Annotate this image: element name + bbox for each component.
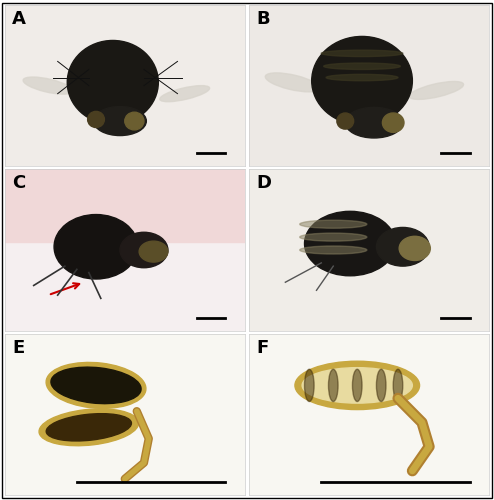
- Ellipse shape: [304, 370, 314, 402]
- Line: 2 pts: 2 pts: [144, 62, 177, 86]
- Ellipse shape: [87, 112, 104, 128]
- Point: [86, 82, 92, 88]
- Ellipse shape: [39, 409, 139, 446]
- Text: B: B: [256, 10, 270, 28]
- Ellipse shape: [300, 220, 367, 228]
- Ellipse shape: [409, 82, 463, 100]
- Ellipse shape: [46, 414, 131, 441]
- Point: [174, 58, 180, 64]
- Ellipse shape: [120, 232, 168, 268]
- Point: [55, 90, 61, 96]
- Bar: [5, 170, 245, 242]
- Point: [55, 58, 61, 64]
- Ellipse shape: [300, 233, 367, 241]
- Point: [141, 66, 147, 72]
- Ellipse shape: [265, 73, 320, 92]
- Point: [141, 74, 147, 80]
- Point: [50, 74, 56, 80]
- Text: A: A: [12, 10, 26, 28]
- Point: [86, 74, 92, 80]
- Point: [86, 66, 92, 72]
- Ellipse shape: [329, 370, 338, 402]
- Line: 2 pts: 2 pts: [58, 62, 89, 86]
- Ellipse shape: [376, 370, 386, 402]
- Ellipse shape: [94, 106, 146, 136]
- Point: [141, 82, 147, 88]
- Text: D: D: [256, 174, 272, 192]
- Ellipse shape: [23, 77, 73, 94]
- Ellipse shape: [345, 108, 403, 138]
- Ellipse shape: [51, 367, 141, 404]
- Ellipse shape: [393, 370, 403, 402]
- Ellipse shape: [54, 214, 138, 279]
- Ellipse shape: [321, 50, 403, 56]
- Line: 2 pts: 2 pts: [144, 70, 177, 94]
- Ellipse shape: [376, 228, 429, 266]
- Text: C: C: [12, 174, 25, 192]
- Ellipse shape: [382, 113, 404, 132]
- Ellipse shape: [300, 246, 367, 254]
- Ellipse shape: [352, 370, 362, 402]
- Ellipse shape: [67, 40, 158, 124]
- Ellipse shape: [337, 113, 354, 129]
- Ellipse shape: [46, 362, 146, 408]
- Ellipse shape: [160, 86, 209, 102]
- Ellipse shape: [312, 36, 412, 125]
- Ellipse shape: [304, 212, 396, 276]
- Ellipse shape: [295, 361, 419, 410]
- Text: F: F: [256, 338, 269, 356]
- Ellipse shape: [324, 63, 400, 70]
- Ellipse shape: [139, 241, 168, 262]
- Ellipse shape: [399, 236, 430, 260]
- Ellipse shape: [326, 74, 398, 81]
- Ellipse shape: [125, 112, 144, 130]
- Point: [174, 90, 180, 96]
- Point: [179, 74, 185, 80]
- Line: 2 pts: 2 pts: [58, 70, 89, 94]
- Text: E: E: [12, 338, 24, 356]
- Ellipse shape: [302, 368, 412, 403]
